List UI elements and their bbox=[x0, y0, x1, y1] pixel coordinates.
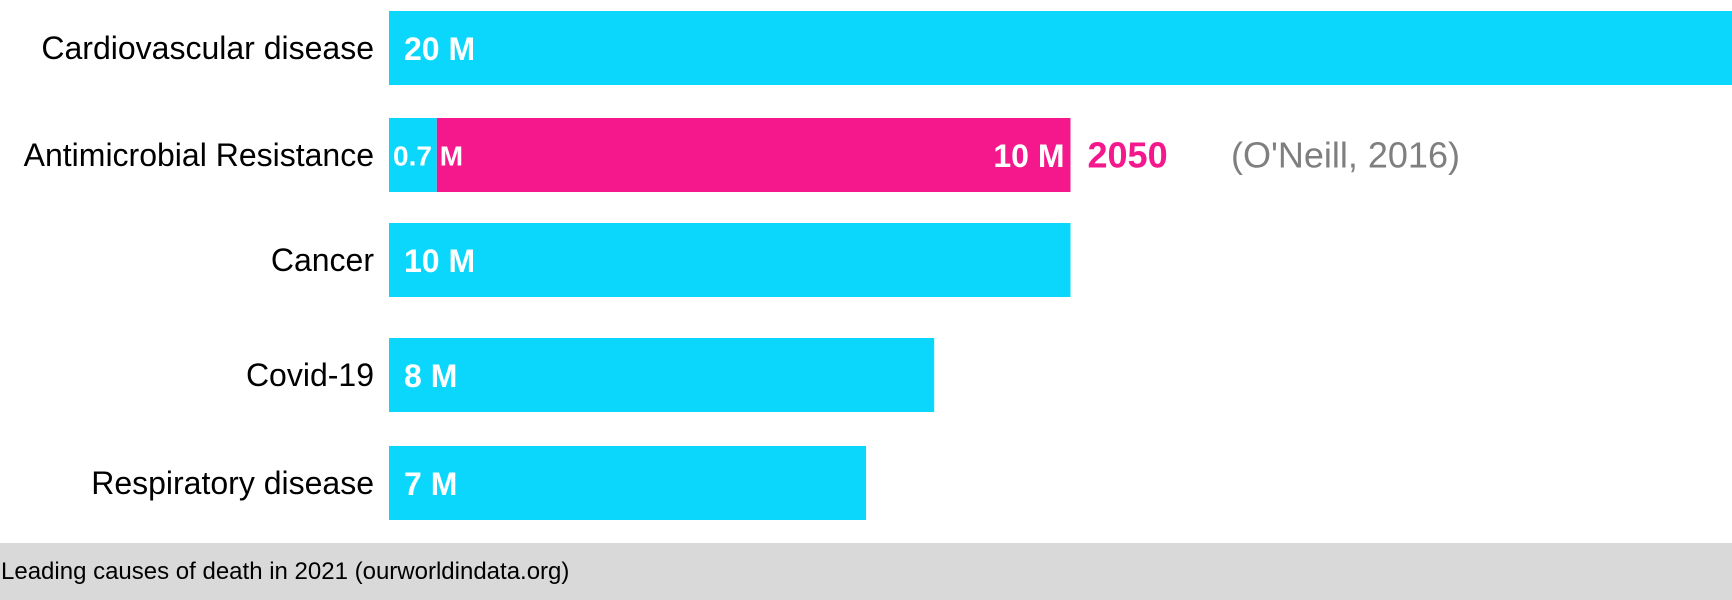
projection-citation: (O'Neill, 2016) bbox=[1231, 135, 1460, 176]
category-label-antimicrobial-resistance: Antimicrobial Resistance bbox=[24, 137, 374, 173]
bars-layer bbox=[389, 11, 1732, 520]
value-label-covid-19: 8 M bbox=[404, 358, 457, 394]
bar-cardiovascular-disease bbox=[389, 11, 1732, 85]
bar-cancer bbox=[389, 223, 1071, 297]
category-label-cancer: Cancer bbox=[271, 242, 375, 278]
value-label-respiratory-disease: 7 M bbox=[404, 466, 457, 502]
chart-footer-caption: Leading causes of death in 2021 (ourworl… bbox=[0, 543, 1732, 600]
value-label-antimicrobial-resistance: 0.7 M bbox=[393, 141, 463, 172]
category-label-cardiovascular-disease: Cardiovascular disease bbox=[41, 30, 374, 66]
labels-layer: Cardiovascular disease 20 M Antimicrobial … bbox=[24, 30, 1460, 502]
bar-respiratory-disease bbox=[389, 446, 867, 520]
category-label-respiratory-disease: Respiratory disease bbox=[91, 465, 374, 501]
bar-chart: Cardiovascular disease 20 M Antimicrobial … bbox=[24, 11, 1732, 520]
value-label-cancer: 10 M bbox=[404, 243, 475, 279]
value-label-cardiovascular-disease: 20 M bbox=[404, 31, 475, 67]
category-label-covid-19: Covid-19 bbox=[246, 357, 374, 393]
bar-covid-19 bbox=[389, 338, 935, 412]
projection-value-label: 10 M bbox=[993, 138, 1064, 174]
projection-year-label: 2050 bbox=[1088, 135, 1168, 176]
bar-antimicrobial-resistance bbox=[389, 118, 437, 192]
bar-antimicrobial-resistance-projection bbox=[436, 118, 1071, 192]
